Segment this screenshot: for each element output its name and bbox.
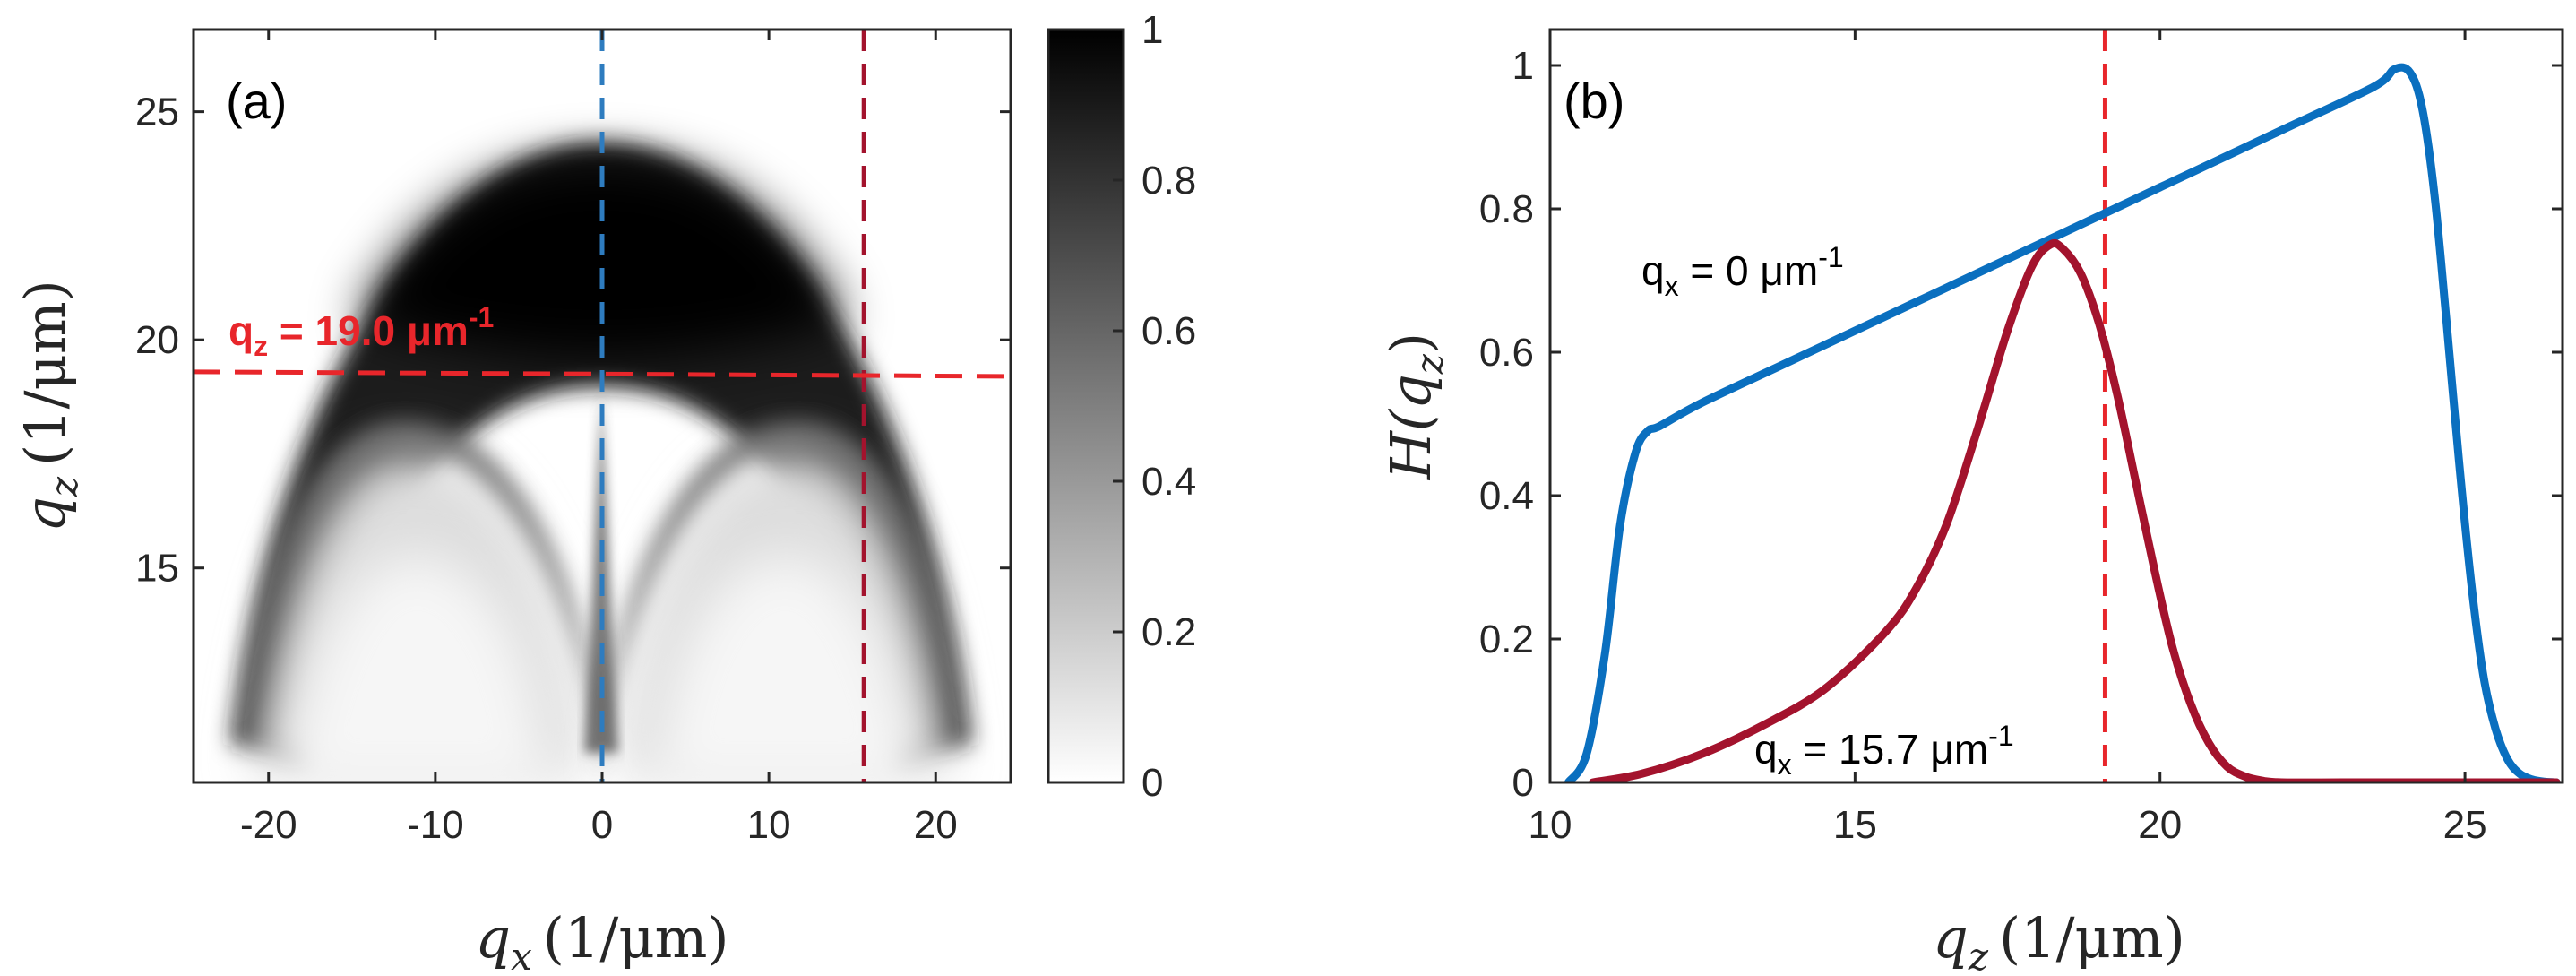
panel-b-ytick-label: 0.6 [1479,331,1534,375]
series-qx-0-label-text: = 0 μm [1679,247,1819,294]
panel-b-ytick-label: 0.8 [1479,187,1534,231]
heatmap-cusp [584,394,618,753]
series-qx-15-7-label-text: = 15.7 μm [1792,726,1989,773]
qz-annotation-sub: z [254,330,268,362]
panel-a-xtick-label: 20 [914,803,958,847]
colorbar-ticks: 0 0.2 0.4 0.6 0.8 1 [1113,8,1196,805]
colorbar-tick-label: 0.2 [1142,610,1196,654]
panel-a-xlabel: qx (1/μm) [475,905,728,976]
panel-b-xtick-label: 20 [2138,803,2182,847]
panel-a-y-ticks: 15 20 25 [135,91,1011,591]
panel-a-label: (a) [226,73,287,129]
heatmap-dome-core [358,161,844,358]
colorbar-gradient [1047,28,1125,784]
panel-a-xtick-label: -10 [407,803,464,847]
panel-b: 10 15 20 25 00.20.40.60.81 (b) qx = 0 μm-1 … [1378,28,2564,976]
panel-b-xtick-label: 10 [1529,803,1572,847]
panel-b-xtick-label: 25 [2443,803,2487,847]
panel-a: -20 -10 0 10 20 15 20 25 (a) qz = 19.0 μm-1 qx… [13,28,1012,976]
hline-qz-19 [193,369,1012,379]
colorbar-tick-label: 0.6 [1142,309,1196,353]
series-qx-15-7-label-sub: x [1778,748,1792,781]
panel-b-axes-box [1548,28,2564,784]
colorbar-tick-label: 0 [1142,761,1163,805]
panel-b-label: (b) [1564,73,1624,129]
series-qx-0 [1564,63,2561,782]
colorbar-tick-label: 1 [1142,8,1163,52]
panel-a-ytick-label: 20 [135,318,179,362]
panel-a-ytick-label: 15 [135,547,179,591]
colorbar-tick-label: 0.4 [1142,460,1196,504]
panel-b-ytick-label: 0 [1512,761,1534,805]
series-qx-0-label: qx = 0 μm-1 [1641,241,1844,302]
qz-annotation: qz = 19.0 μm-1 [228,301,494,362]
series-qx-15-7-label-sup: -1 [1988,720,2013,752]
panel-a-x-ticks: -20 -10 0 10 20 [240,30,958,847]
heatmap [231,143,971,782]
heatmap-left-lobe-core [287,556,547,782]
panel-b-ytick-label: 0.2 [1479,618,1534,661]
panel-a-xtick-label: 10 [747,803,791,847]
panel-b-x-ticks: 10 15 20 25 [1529,30,2487,847]
colorbar-tick-label: 0.8 [1142,159,1196,203]
panel-a-ytick-label: 25 [135,91,179,134]
qz-annotation-sup: -1 [469,301,494,333]
series-qx-0-label-sub: x [1665,270,1679,302]
series-qx-15-7-label: qx = 15.7 μm-1 [1754,720,2014,781]
panel-b-ytick-label: 1 [1512,44,1534,88]
panel-a-xtick-label: -20 [240,803,297,847]
panel-b-xtick-label: 15 [1833,803,1877,847]
panel-a-ylabel: qz(1/μm) [13,280,86,532]
heatmap-right-lobe-core [656,556,916,782]
panel-b-xlabel: qz (1/μm) [1933,905,2185,976]
colorbar: 0 0.2 0.4 0.6 0.8 1 [1047,8,1196,805]
panel-b-y-ticks: 0 0.2 0.4 0.6 0.8 1 [1479,44,2563,805]
panel-b-ylabel: H(qz) [1378,333,1452,480]
panel-b-plot-area [1550,30,2563,782]
qz-annotation-text: = 19.0 μm [268,307,469,354]
panel-a-xtick-label: 0 [591,803,613,847]
series-qx-0-label-sup: -1 [1818,241,1843,273]
panel-b-ytick-label: 0.4 [1479,474,1534,518]
